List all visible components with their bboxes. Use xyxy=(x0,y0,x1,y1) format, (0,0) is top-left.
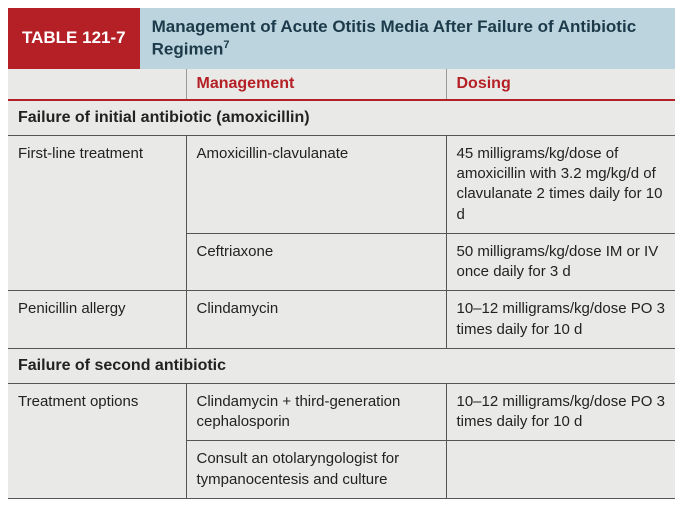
table-number-badge: TABLE 121-7 xyxy=(8,8,140,69)
section-header: Failure of initial antibiotic (amoxicill… xyxy=(8,100,675,136)
table-title: Management of Acute Otitis Media After F… xyxy=(140,8,675,69)
column-header-row: Management Dosing xyxy=(8,69,675,100)
row-label: Penicillin allergy xyxy=(8,291,186,349)
row-label: Treatment options xyxy=(8,383,186,498)
medication-table: TABLE 121-7 Management of Acute Otitis M… xyxy=(8,8,675,499)
section-header: Failure of second antibiotic xyxy=(8,348,675,383)
row-label: First-line treatment xyxy=(8,135,186,291)
dosing-cell xyxy=(446,441,675,499)
dosing-cell: 10–12 milligrams/kg/dose PO 3 times dail… xyxy=(446,383,675,441)
table-title-row: TABLE 121-7 Management of Acute Otitis M… xyxy=(8,8,675,69)
management-cell: Clindamycin + third-generation cephalosp… xyxy=(186,383,446,441)
section-2-title: Failure of second antibiotic xyxy=(8,348,675,383)
table-row: Penicillin allergy Clindamycin 10–12 mil… xyxy=(8,291,675,349)
dosing-cell: 45 milligrams/kg/dose of amoxicillin wit… xyxy=(446,135,675,233)
table-title-superscript: 7 xyxy=(223,39,229,51)
table-title-text: Management of Acute Otitis Media After F… xyxy=(152,17,637,59)
table-row: First-line treatment Amoxicillin-clavula… xyxy=(8,135,675,233)
management-cell: Consult an otolaryngologist for tympanoc… xyxy=(186,441,446,499)
management-cell: Clindamycin xyxy=(186,291,446,349)
header-management: Management xyxy=(186,69,446,100)
section-1-title: Failure of initial antibiotic (amoxicill… xyxy=(8,100,675,136)
management-cell: Amoxicillin-clavulanate xyxy=(186,135,446,233)
header-empty xyxy=(8,69,186,100)
dosing-cell: 10–12 milligrams/kg/dose PO 3 times dail… xyxy=(446,291,675,349)
table-row: Treatment options Clindamycin + third-ge… xyxy=(8,383,675,441)
header-dosing: Dosing xyxy=(446,69,675,100)
management-cell: Ceftriaxone xyxy=(186,233,446,291)
dosing-cell: 50 milligrams/kg/dose IM or IV once dail… xyxy=(446,233,675,291)
